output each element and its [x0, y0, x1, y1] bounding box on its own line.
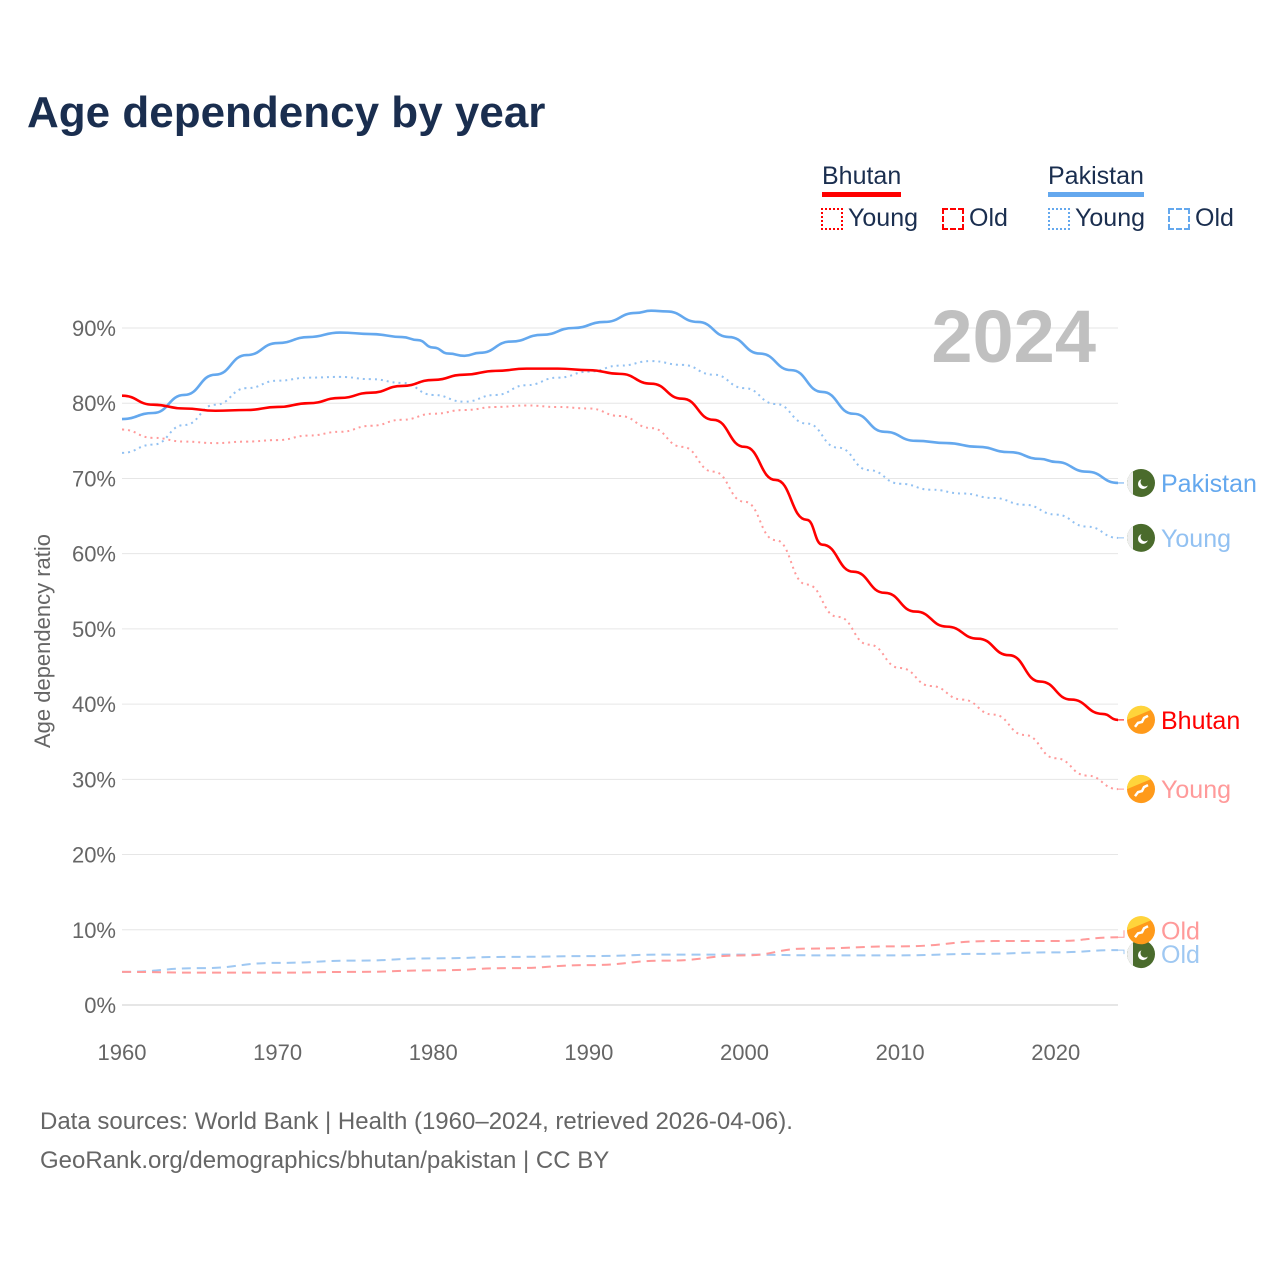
label-connector [1118, 930, 1125, 938]
x-tick-label: 2000 [720, 1040, 769, 1065]
pakistan-flag-icon [1127, 940, 1155, 969]
series-line-pakistan-young[interactable] [121, 360, 1119, 539]
y-tick-label: 60% [72, 542, 116, 567]
series-end-label: Old [1161, 941, 1200, 969]
x-tick-label: 1960 [98, 1040, 147, 1065]
legend-label: Old [1195, 204, 1234, 232]
legend-bhutan-young[interactable]: Young [821, 204, 918, 233]
series-end-label: Young [1161, 776, 1231, 804]
legend-label: Old [969, 204, 1008, 232]
footer-sources: Data sources: World Bank | Health (1960–… [40, 1108, 793, 1135]
y-tick-label: 90% [72, 316, 116, 341]
series-line-bhutan[interactable] [121, 367, 1119, 722]
year-watermark: 2024 [931, 295, 1096, 378]
y-tick-label: 20% [72, 843, 116, 868]
legend-pakistan-young[interactable]: Young [1048, 204, 1145, 233]
legend-bhutan-old[interactable]: Old [942, 204, 1008, 233]
y-tick-label: 40% [72, 692, 116, 717]
y-tick-label: 80% [72, 391, 116, 416]
y-tick-label: 0% [84, 993, 116, 1018]
series-end-label: Bhutan [1161, 707, 1240, 735]
legend-pakistan-old[interactable]: Old [1168, 204, 1234, 233]
x-tick-label: 2020 [1031, 1040, 1080, 1065]
legend-bhutan[interactable]: Bhutan [822, 162, 902, 197]
dashed-swatch-icon [1168, 207, 1190, 230]
dashed-swatch-icon [942, 207, 964, 230]
y-axis-label: Age dependency ratio [30, 534, 55, 748]
x-tick-label: 1980 [409, 1040, 458, 1065]
bhutan-flag-icon [1126, 705, 1155, 734]
x-tick-label: 1990 [564, 1040, 613, 1065]
dotted-swatch-icon [1048, 207, 1070, 230]
series-end-label: Pakistan [1161, 470, 1257, 498]
y-tick-label: 50% [72, 617, 116, 642]
series-line-bhutan-young[interactable] [121, 404, 1119, 791]
series-line-bhutan-old[interactable] [121, 936, 1119, 974]
dotted-swatch-icon [821, 207, 843, 230]
x-tick-label: 2010 [876, 1040, 925, 1065]
series-line-pakistan[interactable] [121, 309, 1119, 485]
label-connector [1118, 949, 1125, 955]
pakistan-flag-icon [1127, 523, 1155, 552]
pakistan-flag-icon [1127, 468, 1155, 497]
footer-link[interactable]: GeoRank.org/demographics/bhutan/pakistan… [40, 1147, 610, 1174]
bhutan-flag-icon [1126, 916, 1155, 945]
series-end-label: Old [1161, 917, 1200, 945]
bhutan-flag-icon [1126, 774, 1155, 804]
x-tick-label: 1970 [253, 1040, 302, 1065]
series-line-pakistan-old[interactable] [121, 949, 1119, 973]
legend-pakistan[interactable]: Pakistan [1048, 162, 1144, 197]
series-end-label: Young [1161, 525, 1231, 553]
legend-label: Young [848, 204, 918, 232]
chart-title: Age dependency by year [27, 88, 546, 137]
y-tick-label: 30% [72, 767, 116, 792]
y-tick-label: 70% [72, 466, 116, 491]
legend-label: Young [1075, 204, 1145, 232]
y-tick-label: 10% [72, 918, 116, 943]
